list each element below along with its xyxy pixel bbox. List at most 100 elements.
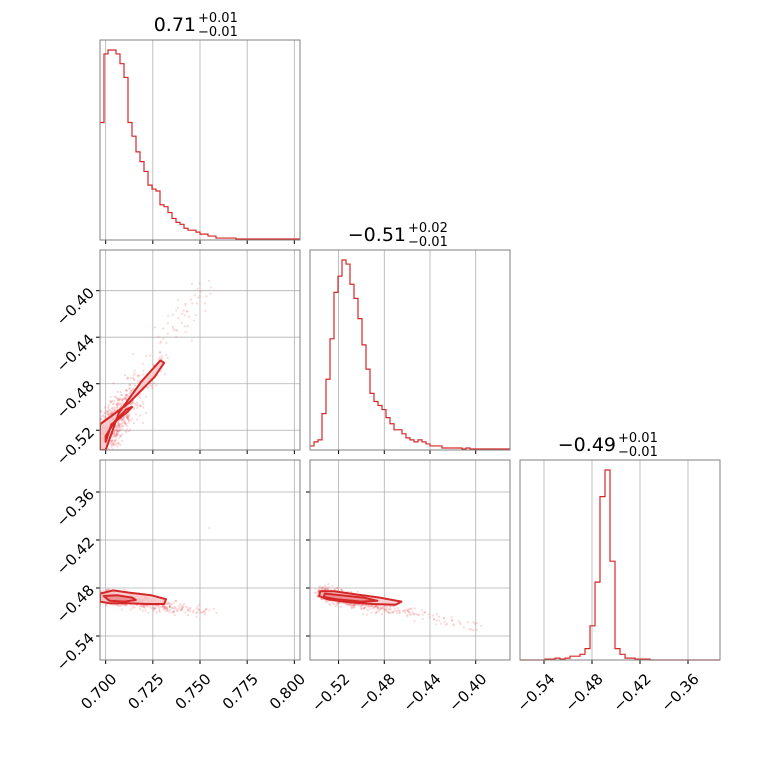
scatter-point xyxy=(117,433,120,436)
scatter-point xyxy=(359,607,363,610)
scatter-point xyxy=(387,610,390,613)
scatter-point xyxy=(186,606,189,609)
scatter-point xyxy=(118,402,121,405)
scatter-point xyxy=(171,325,174,328)
scatter-point xyxy=(109,400,112,403)
scatter-point xyxy=(189,610,192,613)
hist-param-3-xtick-label: −0.54 xyxy=(514,670,559,715)
scatter-point xyxy=(423,611,426,614)
scatter-point xyxy=(336,601,339,604)
scatter-point xyxy=(209,286,212,289)
scatter-point xyxy=(398,610,401,613)
scatter-point xyxy=(109,410,112,413)
scatter-point xyxy=(121,400,124,403)
scatter-point xyxy=(97,460,99,462)
scatter-point xyxy=(375,611,378,614)
scatter-point xyxy=(97,444,99,446)
scatter-point xyxy=(152,363,155,366)
scatter-point xyxy=(356,603,359,606)
scatter-point xyxy=(112,433,116,436)
scatter-point xyxy=(142,369,145,372)
scatter-point xyxy=(443,620,446,623)
scatter-point xyxy=(382,606,385,609)
scatter-point xyxy=(118,428,121,431)
scatter-point xyxy=(159,340,163,343)
scatter-point xyxy=(167,601,170,604)
scatter-point xyxy=(116,401,120,405)
scatter-point xyxy=(161,607,165,610)
scatter-point xyxy=(110,439,114,442)
scatter-point xyxy=(468,628,471,631)
scatter-point xyxy=(113,409,116,413)
scatter-point xyxy=(190,282,194,285)
scatter-point xyxy=(372,605,376,608)
scatter-point xyxy=(394,609,397,612)
scatter-point xyxy=(131,352,134,356)
scatter-point xyxy=(92,447,94,449)
scatter-point xyxy=(363,606,366,609)
scatter-point xyxy=(113,441,116,444)
scatter-point xyxy=(320,587,323,590)
scatter-point xyxy=(324,588,327,591)
scatter-point xyxy=(415,612,418,616)
scatter-point xyxy=(127,417,130,420)
scatter-point xyxy=(408,607,411,610)
hist-param-3-title-plus: +0.01 xyxy=(618,431,658,446)
scatter-point xyxy=(336,586,339,589)
scatter-point xyxy=(121,399,124,402)
hist-param-2-frame xyxy=(309,249,511,451)
scatter-point xyxy=(187,609,190,612)
scatter-point xyxy=(112,402,115,405)
scatter-point xyxy=(363,606,366,610)
scatter-point xyxy=(107,413,110,416)
scatter-point xyxy=(122,424,125,428)
scatter-point xyxy=(134,402,137,406)
scatter-point xyxy=(139,604,143,607)
scatter-point xyxy=(199,611,202,614)
scatter-point xyxy=(111,410,114,413)
scatter-point xyxy=(166,356,169,360)
scatter-point xyxy=(131,417,134,420)
scatter-point xyxy=(203,613,206,616)
scatter-p1-p3-xtick-label: 0.750 xyxy=(172,670,215,713)
scatter-point xyxy=(110,412,113,415)
scatter-point xyxy=(183,325,186,328)
scatter-point xyxy=(119,402,122,405)
scatter-point xyxy=(349,603,353,606)
scatter-point xyxy=(144,609,147,612)
scatter-point xyxy=(353,604,357,607)
scatter-point xyxy=(435,612,439,616)
hist-param-3-title-minus: −0.01 xyxy=(618,445,658,460)
scatter-point xyxy=(446,622,449,625)
scatter-point xyxy=(132,402,135,405)
scatter-point xyxy=(323,584,327,587)
hist-param-2-title-plus: +0.02 xyxy=(408,221,448,236)
scatter-point xyxy=(134,384,137,387)
scatter-point xyxy=(114,396,118,399)
scatter-point xyxy=(317,589,320,592)
scatter-point xyxy=(170,606,173,610)
scatter-point xyxy=(125,397,128,400)
scatter-point xyxy=(180,321,183,324)
scatter-point xyxy=(113,432,116,435)
scatter-point xyxy=(195,615,198,618)
scatter-point xyxy=(104,412,107,415)
scatter-p2-p3-xtick-label: −0.48 xyxy=(354,670,399,715)
scatter-point xyxy=(366,609,370,612)
scatter-point xyxy=(380,606,383,609)
scatter-point xyxy=(125,389,128,392)
scatter-point xyxy=(87,418,89,420)
scatter-point xyxy=(184,302,187,305)
scatter-point xyxy=(127,430,130,433)
scatter-point xyxy=(380,612,384,616)
hist-param-2-title: −0.51 +0.02−0.01 xyxy=(348,221,448,250)
scatter-point xyxy=(126,393,129,396)
scatter-point xyxy=(105,604,108,607)
scatter-point xyxy=(179,606,182,609)
scatter-point xyxy=(313,591,316,594)
scatter-point xyxy=(118,397,122,400)
scatter-point xyxy=(162,604,165,608)
scatter-point xyxy=(127,418,130,421)
scatter-point xyxy=(111,442,114,445)
scatter-point xyxy=(119,391,122,394)
